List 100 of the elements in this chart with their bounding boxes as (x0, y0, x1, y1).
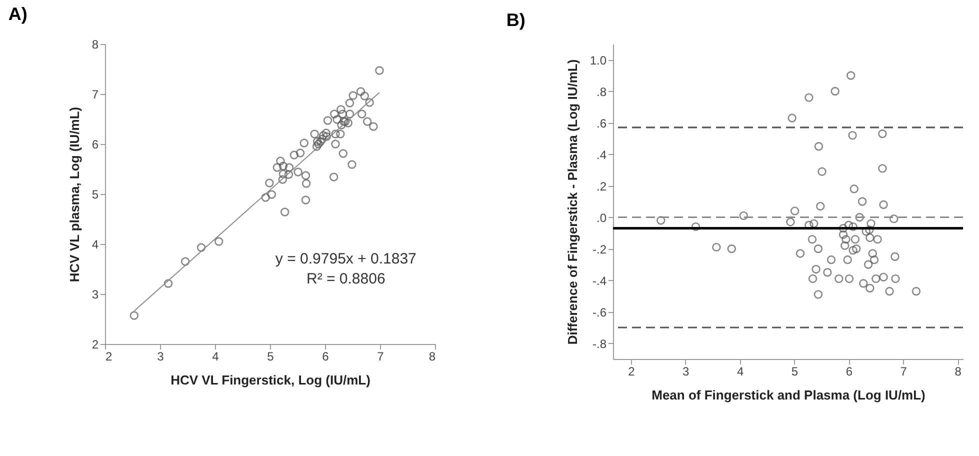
point (284, 170, 294, 179)
point (846, 71, 856, 80)
point (866, 233, 874, 242)
point (336, 130, 345, 138)
point (323, 116, 332, 125)
point (302, 179, 311, 188)
y-tick-label: 7 (92, 88, 99, 102)
x-tick-label: 3 (682, 364, 690, 378)
x-axis-title: Mean of Fingerstick and Plasma (Log IU/mL) (652, 388, 926, 402)
point (280, 208, 290, 216)
point (312, 142, 322, 151)
point (314, 140, 323, 148)
point (369, 122, 378, 131)
point (332, 115, 342, 124)
point (786, 218, 795, 226)
x-axis-title: HCV VL Fingerstick, Log (IU/mL) (170, 372, 370, 388)
point (865, 226, 874, 234)
x-tick-label: 7 (377, 350, 384, 364)
point (814, 244, 823, 254)
point (338, 149, 348, 158)
point (812, 264, 820, 274)
point (879, 200, 888, 209)
x-tick-label: 4 (736, 364, 744, 378)
point (318, 131, 328, 140)
point (691, 222, 700, 232)
point (818, 167, 826, 176)
point (348, 160, 356, 169)
point (890, 252, 900, 261)
point (712, 242, 721, 252)
point (322, 128, 330, 138)
point (345, 110, 354, 118)
point (329, 172, 338, 182)
annotation: y = 0.9795x + 0.1837 (275, 250, 416, 268)
x-tick-label: 2 (628, 364, 636, 378)
point (808, 274, 818, 284)
point (261, 193, 270, 202)
point (360, 92, 369, 100)
point (891, 274, 900, 284)
y-tick-label: 4 (92, 238, 99, 252)
point (879, 272, 888, 282)
point (267, 190, 276, 199)
point (844, 274, 854, 284)
point (848, 131, 857, 140)
point (830, 86, 840, 96)
point (790, 206, 800, 216)
point (890, 214, 898, 224)
point (834, 274, 844, 284)
point (300, 138, 308, 148)
y-tick-label: .4 (596, 148, 607, 162)
x-tick-label: 8 (428, 350, 436, 364)
point (864, 260, 873, 269)
point (337, 120, 346, 130)
x-tick-label: 6 (846, 364, 853, 378)
point (804, 93, 814, 102)
point (375, 66, 384, 75)
y-axis-title: Difference of Fingerstick - Plasma (Log IU/mL) (564, 59, 580, 345)
point (318, 134, 327, 144)
point (356, 87, 366, 96)
point (859, 279, 868, 288)
point (850, 184, 858, 194)
point (739, 211, 748, 220)
y-tick-label: 5 (92, 188, 99, 202)
y-tick-label: .0 (596, 210, 607, 225)
chart-title: A) (8, 4, 28, 24)
point (301, 196, 310, 204)
point (885, 286, 894, 296)
point (816, 202, 825, 211)
y-tick-label: -.8 (592, 336, 607, 351)
point (840, 241, 850, 250)
y-tick-label: 8 (92, 38, 99, 52)
point (872, 274, 880, 284)
x-tick-label: 7 (900, 364, 908, 378)
x-tick-label: 6 (322, 350, 330, 364)
point (826, 255, 836, 264)
point (838, 230, 848, 239)
point (848, 222, 858, 232)
point (180, 257, 190, 266)
point (330, 110, 339, 118)
point (130, 311, 139, 320)
point (348, 91, 358, 100)
point (873, 234, 882, 244)
point (278, 162, 288, 170)
x-tick-label: 5 (791, 364, 798, 378)
point (823, 268, 832, 277)
chart-title: B) (506, 10, 526, 30)
x-tick-label: 5 (267, 350, 274, 364)
point (814, 290, 823, 299)
point (164, 279, 173, 288)
point (331, 130, 340, 138)
x-tick-label: 3 (157, 350, 164, 364)
x-tick-label: 2 (106, 350, 112, 364)
y-tick-label: -.2 (592, 242, 607, 256)
point (272, 163, 282, 172)
point (656, 216, 666, 225)
y-tick-label: 2 (92, 338, 99, 352)
point (316, 137, 325, 146)
x-tick-label: 4 (212, 350, 220, 364)
y-tick-label: .8 (596, 84, 607, 99)
y-tick-label: 6 (92, 138, 99, 152)
y-tick-label: .6 (596, 116, 607, 130)
